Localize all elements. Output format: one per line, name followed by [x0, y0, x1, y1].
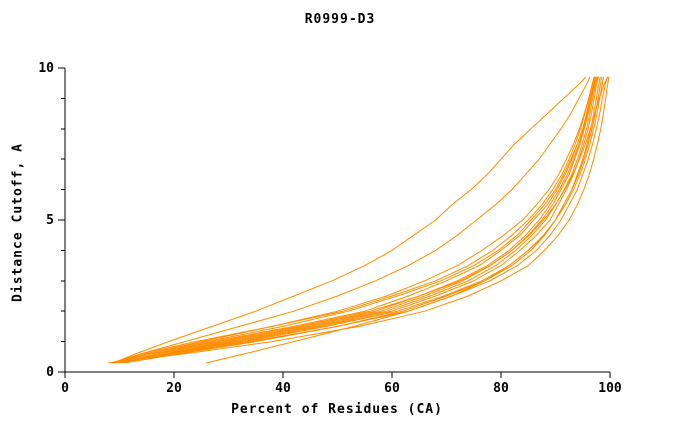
model-curve [113, 76, 586, 364]
y-tick-label: 0 [46, 365, 54, 380]
model-curve [113, 76, 595, 364]
x-tick-label: 100 [598, 381, 622, 396]
model-curve [116, 76, 591, 364]
chart-title: R0999-D3 [304, 12, 376, 27]
model-curve [108, 76, 610, 364]
x-tick-label: 80 [493, 381, 509, 396]
y-tick-label: 10 [38, 61, 54, 76]
y-tick-label: 5 [46, 213, 54, 228]
x-tick-label: 60 [384, 381, 400, 396]
model-curve [110, 76, 604, 364]
model-curve [121, 76, 598, 364]
x-tick-label: 20 [166, 381, 182, 396]
model-curve [206, 76, 603, 364]
model-curve [119, 76, 597, 364]
model-curve [119, 76, 600, 364]
x-tick-label: 0 [61, 381, 69, 396]
model-curve [119, 76, 597, 364]
x-tick-label: 40 [275, 381, 291, 396]
model-curve [113, 76, 609, 364]
model-curve [113, 76, 597, 364]
model-curve [113, 76, 608, 364]
x-axis-label: Percent of Residues (CA) [231, 402, 443, 417]
